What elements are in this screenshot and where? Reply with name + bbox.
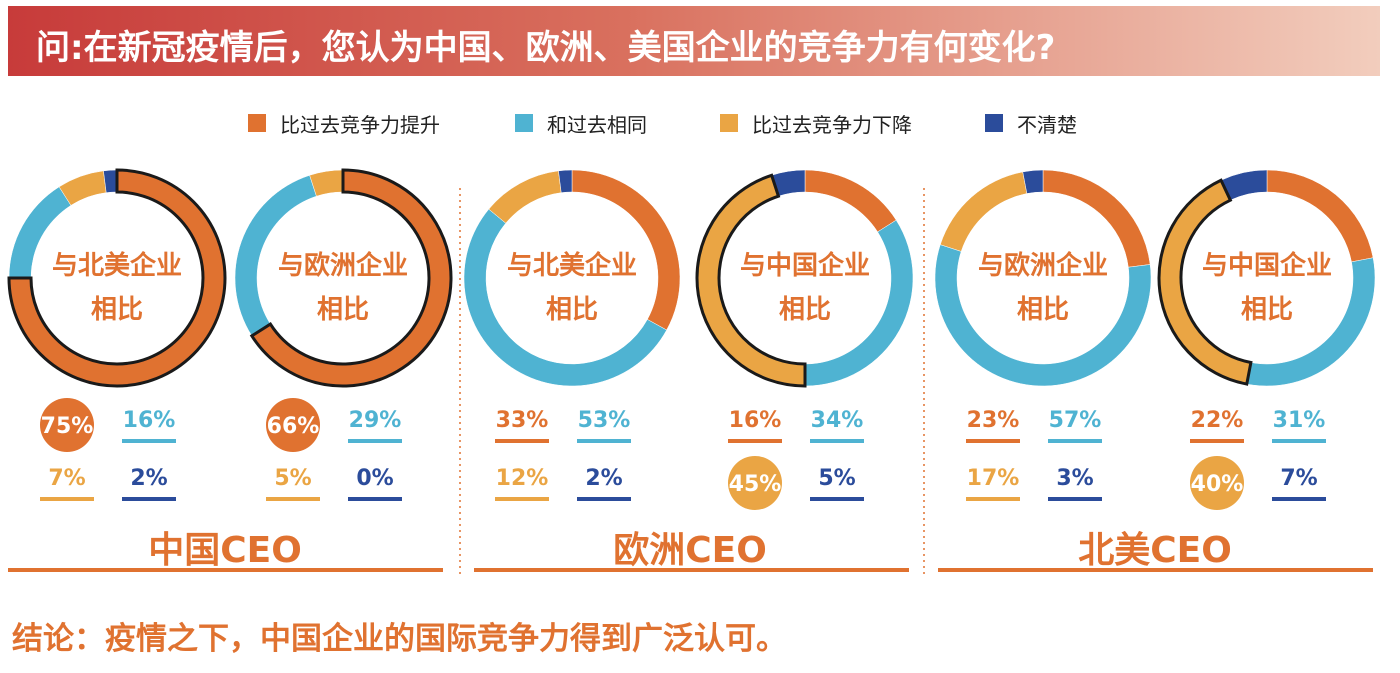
donut-5-value-down-underline [966,497,1020,501]
donut-2-center-label-2: 相比 [317,295,369,325]
donut-6-value-up: 22% [1191,408,1244,433]
donut-6-value-same-underline [1272,439,1326,443]
donut-6-value-down-badge [1190,456,1244,510]
donut-3-value-down-underline [495,497,549,501]
donut-3-slice-same [463,208,667,387]
legend-swatch-up [248,114,266,132]
donut-5-slice-same [934,244,1152,387]
donut-3-value-unknown: 2% [585,466,622,491]
donut-1-value-up: 75% [41,414,94,439]
donut-3-slice-down [488,170,562,224]
donut-4-value-same: 34% [811,408,864,433]
donut-2-value-unknown: 0% [356,466,393,491]
donut-4-value-up-underline [728,439,782,443]
legend-swatch-same [515,114,533,132]
donut-6-value-unknown-underline [1272,497,1326,501]
donut-1-value-same-underline [122,439,176,443]
donut-4-highlight-outline [695,173,807,388]
donut-5-value-up-underline [966,439,1020,443]
page-title: 问:在新冠疫情后，您认为中国、欧洲、美国企业的竞争力有何变化? [36,28,1056,68]
donut-1-highlight-outline [7,168,227,388]
group-underline-1 [8,568,443,572]
donut-4-slice-up [804,169,897,233]
donut-2-value-up: 66% [267,414,320,439]
legend-swatch-down [720,114,738,132]
donut-4-value-down: 45% [729,472,782,497]
legend: 比过去竞争力提升 和过去相同 比过去竞争力下降 不清楚 [0,108,1400,138]
donut-5-slice-down [939,171,1028,252]
legend-swatch-unknown [985,114,1003,132]
legend-item-same: 和过去相同 [515,108,647,138]
donut-3-slice-unknown [558,169,573,193]
donut-3-value-same-underline [577,439,631,443]
donut-6-center-label-1: 与中国企业 [1202,250,1332,281]
donut-1-center-label-1: 与北美企业 [52,250,182,281]
title-bar: 问:在新冠疫情后，您认为中国、欧洲、美国企业的竞争力有何变化? [8,6,1380,76]
donut-1-value-up-badge [40,398,94,452]
donut-6-highlight-outline [1157,178,1253,386]
donut-3-center-label-1: 与北美企业 [507,250,637,281]
donut-3-value-down: 12% [496,466,549,491]
donut-2-value-unknown-underline [348,497,402,501]
donut-5-value-unknown-underline [1048,497,1102,501]
donut-1-value-down: 7% [48,466,85,491]
group-underline-2 [474,568,909,572]
donut-6-center-label-2: 相比 [1241,295,1293,325]
donut-2-value-down-underline [266,497,320,501]
donut-4-slice-unknown [771,169,806,197]
donut-3-value-up-underline [495,439,549,443]
donut-4-value-up: 16% [729,408,782,433]
donut-1-value-unknown: 2% [130,466,167,491]
donut-2-value-same: 29% [349,408,402,433]
donut-2-highlight-outline [249,168,453,388]
donut-5-value-same-underline [1048,439,1102,443]
legend-item-up: 比过去竞争力提升 [248,108,440,138]
donut-5-value-same: 57% [1049,408,1102,433]
legend-label-same: 和过去相同 [547,112,647,137]
donut-6-value-down: 40% [1191,472,1244,497]
donut-4-center-label-2: 相比 [779,295,831,325]
donut-2-value-up-badge [266,398,320,452]
donut-1-value-unknown-underline [122,497,176,501]
donut-4-value-down-badge [728,456,782,510]
donut-6-slice-up [1266,169,1374,263]
donut-5-value-up: 23% [967,408,1020,433]
donut-5-value-unknown: 3% [1056,466,1093,491]
donut-2-value-same-underline [348,439,402,443]
donut-4-value-unknown-underline [810,497,864,501]
donut-5-value-down: 17% [967,466,1020,491]
donut-6-slice-down [1158,179,1252,385]
donut-2-value-down: 5% [274,466,311,491]
legend-item-unknown: 不清楚 [985,108,1077,138]
donut-3-value-same: 53% [578,408,631,433]
donut-3-value-up: 33% [496,408,549,433]
donut-5-center-label-1: 与欧洲企业 [978,250,1108,281]
group-underline-3 [938,568,1373,572]
donut-6-value-unknown: 7% [1280,466,1317,491]
group-title-3: 北美CEO [1078,530,1232,571]
donut-3-value-unknown-underline [577,497,631,501]
donut-5-center-label-2: 相比 [1017,295,1069,325]
donut-4-value-same-underline [810,439,864,443]
donut-1-center-label-2: 相比 [91,295,143,325]
legend-label-up: 比过去竞争力提升 [280,112,440,137]
legend-label-unknown: 不清楚 [1017,112,1077,137]
legend-label-down: 比过去竞争力下降 [752,112,912,137]
group-title-2: 欧洲CEO [613,530,767,571]
legend-item-down: 比过去竞争力下降 [720,108,912,138]
donut-1-value-down-underline [40,497,94,501]
donut-3-center-label-2: 相比 [546,295,598,325]
donut-1-value-same: 16% [123,408,176,433]
donut-6-value-same: 31% [1273,408,1326,433]
conclusion-text: 结论：疫情之下，中国企业的国际竞争力得到广泛认可。 [12,621,787,657]
donut-4-value-unknown: 5% [818,466,855,491]
donut-6-value-up-underline [1190,439,1244,443]
donut-4-center-label-1: 与中国企业 [740,250,870,281]
donut-2-center-label-1: 与欧洲企业 [278,250,408,281]
donut-5-slice-unknown [1022,169,1044,194]
group-title-1: 中国CEO [148,530,302,571]
donut-6-slice-unknown [1220,169,1268,201]
